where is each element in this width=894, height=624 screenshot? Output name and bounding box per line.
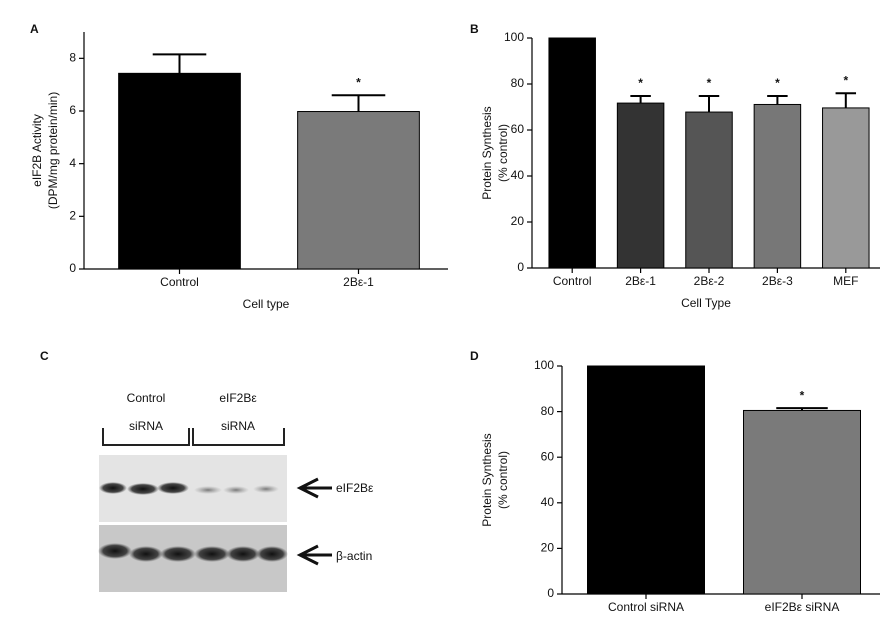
band (223, 486, 249, 494)
y-axis-label: Protein Synthesis (480, 433, 494, 526)
western-blot: C Control siRNA eIF2Bε siRNA eIF2Bε β-ac… (40, 349, 374, 592)
significance-marker: * (356, 75, 361, 89)
group-label: siRNA (129, 419, 163, 433)
band (127, 483, 159, 495)
bar (822, 107, 870, 269)
significance-marker: * (775, 76, 780, 90)
error-bar (152, 53, 207, 74)
band (253, 485, 279, 493)
band (160, 546, 196, 562)
bar (753, 103, 802, 269)
band (157, 482, 189, 494)
y-tick-label: 0 (69, 261, 76, 275)
band (98, 543, 132, 559)
y-tick-label: 0 (547, 586, 554, 600)
band (194, 546, 230, 562)
bar (548, 37, 596, 269)
y-tick-label: 6 (69, 103, 76, 117)
bar (587, 365, 705, 595)
bar (297, 111, 420, 270)
error-bar (331, 94, 386, 112)
bar (685, 111, 733, 269)
band (256, 546, 288, 562)
group-label: Control (127, 391, 166, 405)
band-label: β-actin (336, 549, 372, 563)
significance-marker: * (843, 73, 848, 87)
x-tick-label: 2Bε-2 (694, 274, 725, 288)
significance-marker: * (707, 76, 712, 90)
error-bar (776, 407, 828, 411)
y-tick-label: 80 (541, 404, 555, 418)
y-axis-label: eIF2B Activity (30, 114, 44, 187)
bar (743, 409, 861, 595)
error-bar (698, 94, 720, 113)
x-tick-label: MEF (833, 274, 858, 288)
x-tick-label: Control (553, 274, 592, 288)
panel-label: B (470, 22, 479, 36)
panel-label: C (40, 349, 49, 363)
band (226, 546, 260, 562)
y-axis-label: Protein Synthesis (480, 106, 494, 199)
error-bar (835, 92, 857, 108)
group-label: siRNA (221, 419, 255, 433)
arrow (296, 477, 332, 499)
bar (118, 72, 241, 270)
y-axis-label: (% control) (496, 451, 510, 509)
x-tick-label: Control siRNA (608, 600, 684, 614)
band (99, 482, 127, 494)
group-label: eIF2Bε (219, 391, 257, 405)
x-tick-label: 2Bε-1 (625, 274, 656, 288)
y-tick-label: 60 (541, 449, 555, 463)
panel-label: A (30, 22, 39, 36)
significance-marker: * (638, 76, 643, 90)
error-bar (767, 94, 788, 105)
y-tick-label: 60 (511, 122, 525, 136)
error-bar (630, 94, 651, 104)
bar (616, 102, 665, 269)
y-tick-label: 4 (69, 156, 76, 170)
y-tick-label: 20 (541, 541, 555, 555)
x-tick-label: Control (160, 275, 199, 289)
x-tick-label: 2Bε-3 (762, 274, 793, 288)
x-axis-label: Cell type (243, 297, 290, 311)
x-tick-label: 2Bε-1 (343, 275, 374, 289)
y-tick-label: 8 (69, 51, 76, 65)
y-tick-label: 100 (504, 30, 524, 44)
x-tick-label: eIF2Bε siRNA (765, 600, 840, 614)
y-tick-label: 40 (511, 168, 525, 182)
y-tick-label: 100 (534, 358, 554, 372)
significance-marker: * (800, 388, 805, 402)
y-tick-label: 20 (511, 214, 525, 228)
y-axis-label: (% control) (496, 124, 510, 182)
y-tick-label: 0 (517, 260, 524, 274)
y-tick-label: 40 (541, 495, 555, 509)
band (194, 486, 222, 494)
bracket (102, 428, 285, 446)
band-label: eIF2Bε (336, 481, 374, 495)
x-axis-label: Cell Type (681, 296, 731, 310)
y-tick-label: 80 (511, 76, 525, 90)
y-axis-label: (DPM/mg protein/min) (46, 92, 60, 209)
y-tick-label: 2 (69, 209, 76, 223)
arrow (296, 544, 332, 566)
panel-label: D (470, 349, 479, 363)
band (129, 546, 163, 562)
